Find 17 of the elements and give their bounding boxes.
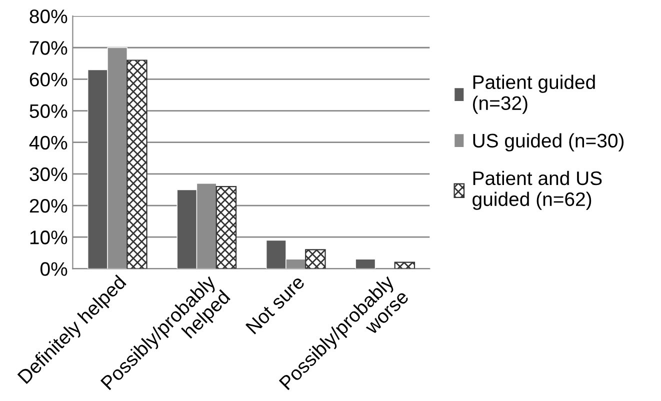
- y-tick-label: 10%: [30, 230, 68, 244]
- bar: [355, 258, 376, 269]
- y-tick-label: 0%: [40, 262, 68, 276]
- y-tick-label: 80%: [30, 10, 68, 24]
- legend-label: Patient guided (n=32): [472, 74, 595, 114]
- legend-label: Patient and US guided (n=62): [472, 170, 602, 210]
- y-tick-label: 40%: [29, 136, 68, 150]
- bar: [305, 249, 326, 269]
- y-tick-label: 70%: [30, 41, 68, 55]
- bar: [216, 186, 237, 269]
- y-tick-label: 60%: [30, 72, 68, 86]
- y-tick-label: 50%: [30, 104, 68, 118]
- bar: [394, 262, 416, 269]
- bar: [126, 60, 148, 269]
- y-tick-label: 30%: [30, 167, 68, 182]
- legend-label: US guided (n=30): [473, 133, 624, 152]
- y-tick-label: 20%: [30, 198, 68, 213]
